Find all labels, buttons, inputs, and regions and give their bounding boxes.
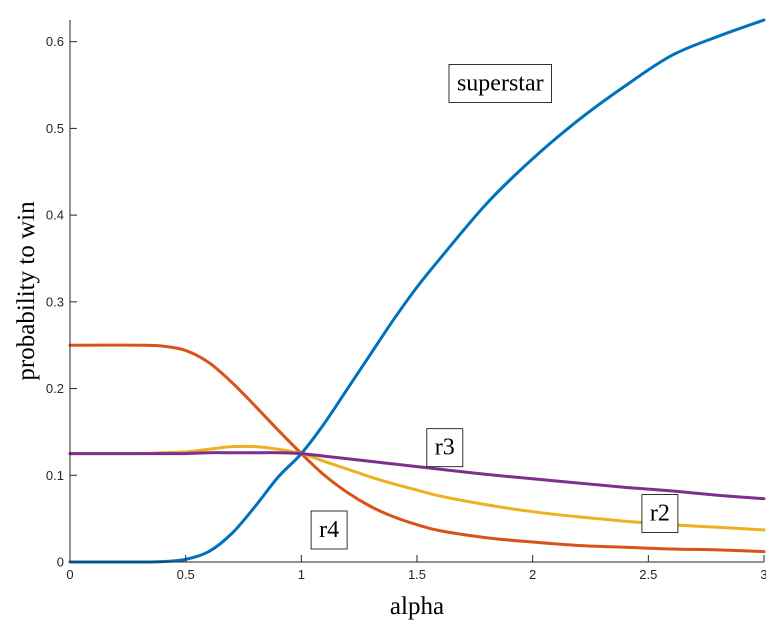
y-tick-label: 0.1 (46, 468, 64, 483)
x-tick-label: 2.5 (639, 567, 657, 582)
annotation-text: superstar (457, 70, 544, 96)
y-tick-label: 0.4 (46, 208, 64, 223)
x-tick-label: 1 (298, 567, 305, 582)
annotation-box (641, 494, 679, 534)
annotation-box (310, 510, 348, 550)
annotation-r4: r4 (310, 510, 348, 550)
annotation-box (448, 64, 552, 103)
series-line-superstar (68, 18, 766, 564)
axes (69, 20, 764, 563)
y-axis-label: probability to win (13, 201, 40, 381)
series-line-r4 (68, 343, 766, 554)
y-tick-label: 0.3 (46, 294, 64, 309)
x-tick-label: 1.5 (408, 567, 426, 582)
x-tick-label: 0.5 (177, 567, 195, 582)
x-tick-label: 3 (760, 567, 766, 582)
annotation-r2: r2 (641, 494, 679, 534)
y-tick-label: 0.2 (46, 381, 64, 396)
annotation-text: r2 (650, 501, 670, 527)
series-line-r3 (68, 451, 766, 501)
annotations: superstar r3 r2 r4 (310, 64, 679, 550)
annotation-text: r4 (319, 517, 339, 543)
annotation-r3: r3 (426, 428, 464, 468)
annotation-box (426, 428, 464, 468)
x-tick-label: 0 (66, 567, 73, 582)
annotation-text: r3 (435, 435, 455, 461)
y-tick-label: 0.5 (46, 121, 64, 136)
series-line-r2 (68, 444, 766, 532)
x-axis-label: alpha (390, 593, 444, 620)
series-lines (68, 18, 766, 564)
y-tick-label: 0.6 (46, 34, 64, 49)
y-tick-label: 0 (57, 555, 64, 570)
x-tick-label: 2 (529, 567, 536, 582)
tick-marks: 0 0.5 1 1.5 2 2.5 3 0 0.1 0.2 0.3 0.4 0.5 0.6 (46, 34, 766, 582)
annotation-superstar: superstar (448, 64, 552, 103)
